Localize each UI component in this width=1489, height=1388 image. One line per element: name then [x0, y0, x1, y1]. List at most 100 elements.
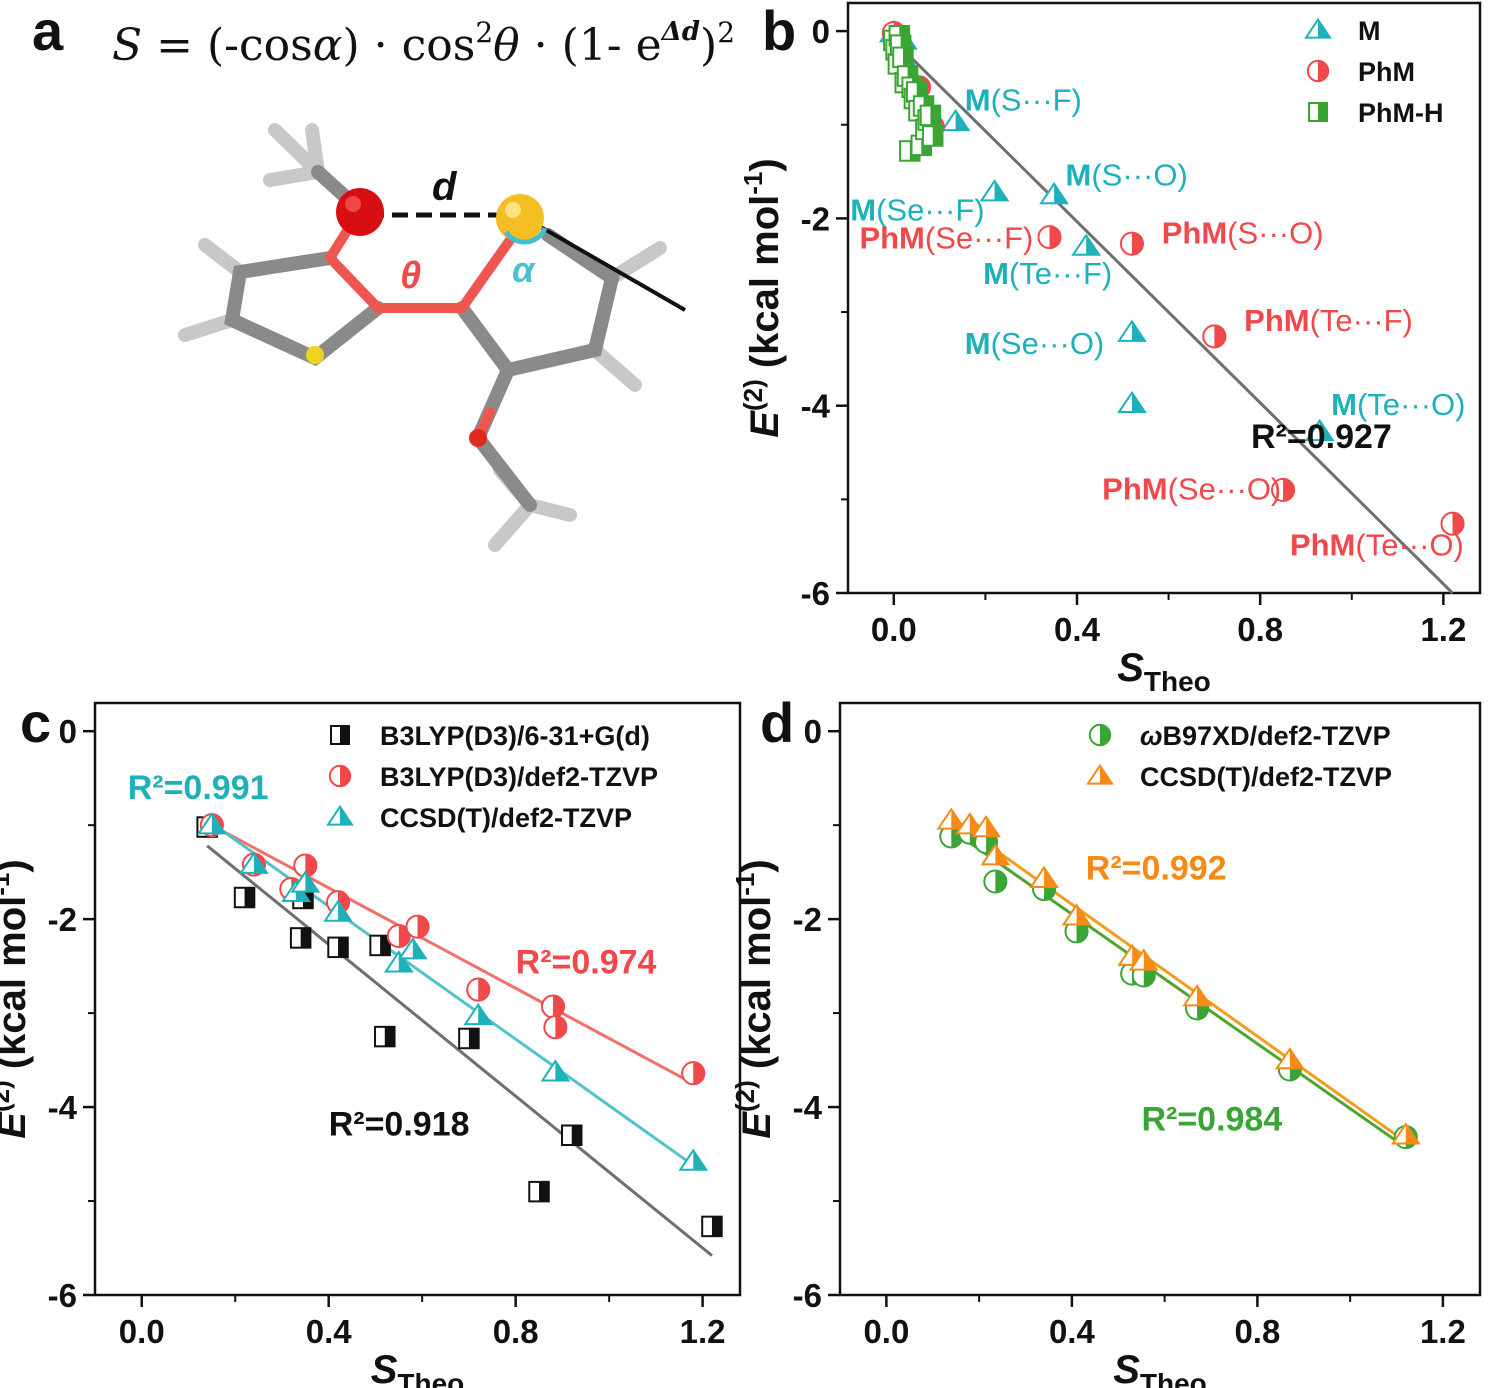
- panel-label-d: d: [760, 691, 794, 754]
- point-c-2-7: [463, 1002, 494, 1026]
- point-d-1-9: [1274, 1047, 1305, 1070]
- panel-label-c: c: [20, 691, 51, 754]
- y-tick-label-c-3: -6: [48, 1277, 77, 1314]
- point-c-1-3: [293, 853, 318, 878]
- point-c-2-6-fill: [412, 938, 426, 959]
- point-d-1-5: [1061, 903, 1092, 926]
- point-annotation-b-4: PhM(S···O): [1162, 216, 1324, 251]
- point-annotation-b-1: M(S···O): [1066, 158, 1188, 193]
- point-b-1-6: [1271, 477, 1296, 503]
- legend-marker-c-2: [326, 804, 354, 826]
- point-c-2-9: [678, 1148, 709, 1171]
- point-c-1-9: [543, 1015, 568, 1040]
- legend-label-b-2: PhM-H: [1358, 98, 1443, 128]
- point-b-2-18: [921, 125, 944, 147]
- point-c-0-10: [701, 1215, 723, 1238]
- point-annotation-b-8: M(Te···O): [1331, 387, 1465, 422]
- legend-label-c-1: B3LYP(D3)/def2-TZVP: [380, 762, 658, 792]
- point-b-0-8: [1117, 319, 1147, 342]
- alpha-reference-line: [519, 213, 686, 312]
- point-c-2-8: [540, 1059, 571, 1082]
- point-c-1-10: [681, 1061, 706, 1086]
- y-tick-label-b-2: -4: [801, 388, 831, 425]
- legend-label-b-0: M: [1358, 16, 1381, 46]
- y-tick-label-d-0: 0: [804, 713, 822, 750]
- y-tick-label-b-1: -2: [801, 200, 830, 237]
- point-b-2-5-fill: [902, 47, 913, 68]
- point-c-0-1: [233, 886, 256, 909]
- point-b-0-9-fill: [1131, 392, 1145, 413]
- point-b-0-10-fill: [1319, 420, 1333, 441]
- point-c-1-9-fill: [555, 1016, 567, 1039]
- y-tick-label-c-0: 0: [59, 713, 77, 750]
- x-tick-label-c-0: 0.0: [119, 1313, 165, 1350]
- point-d-1-7: [1128, 948, 1159, 971]
- label-alpha: α: [512, 249, 536, 290]
- point-c-0-9: [560, 1124, 583, 1147]
- r2-label-d-0: R²=0.992: [1086, 850, 1227, 888]
- oxygen-atom: [336, 188, 384, 236]
- fit-line-d-1: [950, 817, 1407, 1144]
- point-c-2-3-fill: [305, 872, 319, 892]
- point-d-1-2: [971, 814, 1001, 838]
- point-b-2-7-fill: [907, 66, 918, 86]
- legend-marker-b-2: [1308, 102, 1328, 122]
- point-annotation-b-3: PhM(Se···F): [859, 220, 1033, 255]
- point-c-1-8-fill: [553, 995, 565, 1018]
- ring-right: [455, 228, 620, 378]
- oxygen-atom-small: [469, 429, 487, 447]
- point-c-0-8-fill: [539, 1181, 549, 1202]
- point-b-1-4-fill: [1131, 232, 1143, 255]
- point-d-0-5: [1064, 919, 1089, 944]
- point-c-1-7: [466, 977, 491, 1002]
- y-tick-label-d-1: -2: [793, 901, 822, 938]
- point-d-1-4-fill: [1044, 867, 1058, 887]
- label-d: d: [432, 165, 458, 209]
- point-d-0-5-fill: [1076, 920, 1088, 943]
- point-c-1-10-fill: [693, 1062, 705, 1085]
- point-b-0-7-fill: [1086, 235, 1100, 255]
- point-d-1-8: [1182, 984, 1212, 1007]
- point-d-1-1-fill: [969, 813, 983, 834]
- point-b-2-11-fill: [916, 82, 927, 102]
- x-tick-label-c-3: 1.2: [680, 1313, 726, 1350]
- x-tick-label-b-3: 1.2: [1420, 611, 1466, 648]
- chart-b: 0.0 0.4 0.8 1.2 0 -2 -4 -6 STheo E(2) (kcal mol-1…: [738, 1, 1482, 697]
- r2-label-c-0: R²=0.991: [128, 769, 269, 807]
- plot-frame-b: [846, 1, 1482, 595]
- sulfur-atom: [306, 346, 324, 364]
- point-c-0-2-fill: [300, 928, 311, 948]
- point-d-1-3: [980, 843, 1011, 866]
- bond-h: [263, 165, 325, 187]
- point-c-0-4: [327, 936, 349, 959]
- bond-h: [588, 343, 642, 392]
- oxygen-highlight: [345, 196, 361, 212]
- y-tick-label-c-2: -4: [48, 1089, 78, 1126]
- y-axis-label-c: E(2) (kcal mol-1): [0, 859, 34, 1138]
- x-tick-label-d-1: 0.4: [1049, 1313, 1096, 1350]
- point-c-1-7-fill: [478, 978, 490, 1001]
- point-c-1-6-fill: [417, 915, 429, 938]
- point-b-2-17: [919, 104, 942, 127]
- x-tick-label-c-1: 0.4: [306, 1313, 353, 1350]
- point-b-0-4: [940, 108, 971, 132]
- x-tick-label-d-2: 0.8: [1234, 1313, 1280, 1350]
- point-b-0-4-fill: [955, 110, 969, 131]
- legend-marker-c-2-fill: [340, 806, 352, 825]
- point-c-0-7: [458, 1027, 480, 1050]
- point-d-1-8-fill: [1197, 985, 1211, 1006]
- legend-marker-c-1-fill: [340, 765, 351, 787]
- x-axis-label-c: STheo: [371, 1348, 465, 1388]
- point-annotation-b-5: M(Te···F): [983, 256, 1112, 291]
- point-annotation-b-9: PhM(Se···O): [1102, 471, 1281, 506]
- legend-marker-b-0-fill: [1318, 19, 1330, 38]
- legend-marker-c-1: [328, 764, 352, 788]
- point-c-0-6: [374, 1025, 396, 1048]
- x-tick-label-b-1: 0.4: [1054, 611, 1101, 648]
- point-c-1-3-fill: [305, 854, 317, 877]
- point-c-0-7-fill: [468, 1028, 479, 1049]
- point-d-1-3-fill: [995, 844, 1009, 865]
- point-annotation-b-0: M(S···F): [965, 83, 1082, 118]
- point-c-0-1-fill: [244, 887, 255, 908]
- x-tick-label-d-0: 0.0: [863, 1313, 909, 1350]
